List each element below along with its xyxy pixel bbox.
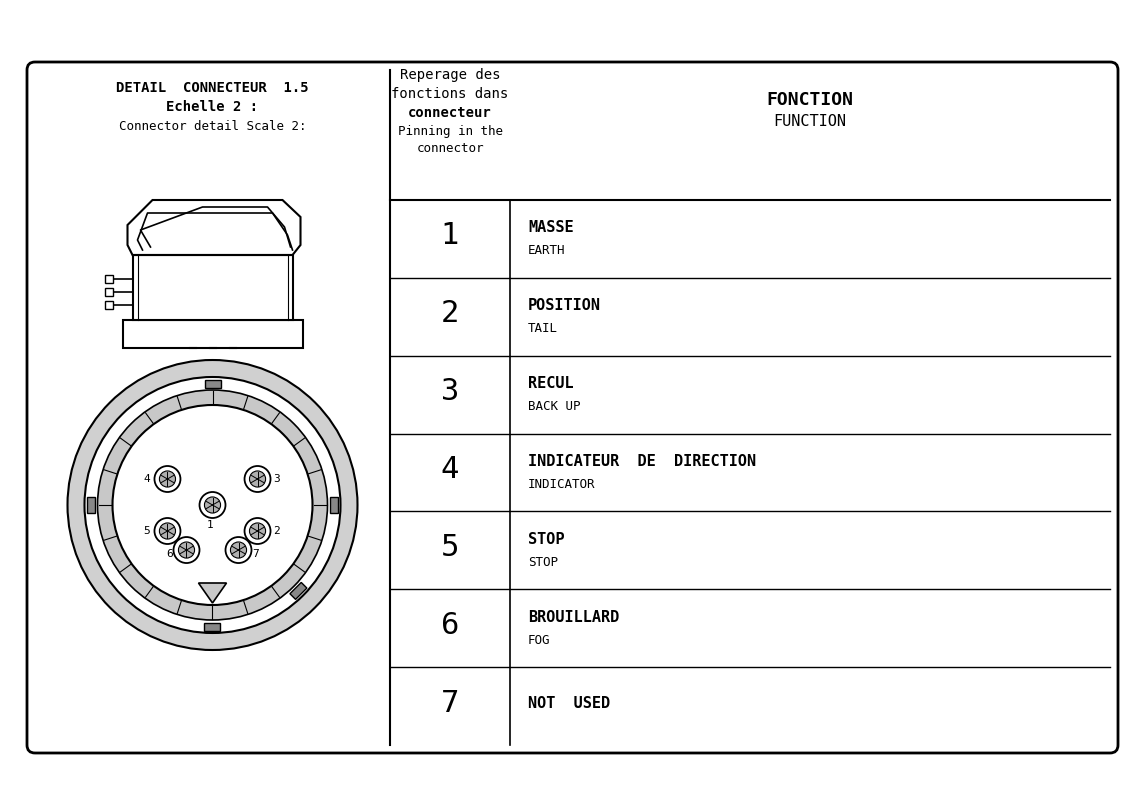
FancyBboxPatch shape <box>27 62 1118 753</box>
Text: 6: 6 <box>441 610 459 640</box>
Text: 5: 5 <box>144 526 149 536</box>
Text: 3: 3 <box>274 474 280 484</box>
Text: NOT  USED: NOT USED <box>528 695 610 710</box>
Circle shape <box>67 360 358 650</box>
Text: FONCTION: FONCTION <box>766 91 854 109</box>
Circle shape <box>154 518 180 544</box>
Text: Connector detail Scale 2:: Connector detail Scale 2: <box>119 121 307 134</box>
Circle shape <box>98 390 327 620</box>
Bar <box>329 497 337 513</box>
Text: Pinning in the: Pinning in the <box>398 126 503 138</box>
Text: RECUL: RECUL <box>528 376 573 391</box>
Circle shape <box>204 497 220 513</box>
Text: 2: 2 <box>441 299 459 328</box>
Text: BROUILLARD: BROUILLARD <box>528 610 619 625</box>
Circle shape <box>113 405 312 605</box>
Circle shape <box>160 523 176 539</box>
Circle shape <box>179 542 195 558</box>
Bar <box>204 622 220 630</box>
Circle shape <box>245 518 270 544</box>
Circle shape <box>245 466 270 492</box>
Circle shape <box>230 542 246 558</box>
Text: POSITION: POSITION <box>528 298 601 314</box>
Circle shape <box>226 537 252 563</box>
Polygon shape <box>198 583 227 603</box>
Text: 6: 6 <box>166 549 173 559</box>
Bar <box>204 379 220 387</box>
Circle shape <box>250 523 266 539</box>
Circle shape <box>154 466 180 492</box>
Bar <box>105 275 113 283</box>
Text: FOG: FOG <box>528 634 551 646</box>
Bar <box>122 320 302 348</box>
Text: 1: 1 <box>207 520 214 530</box>
Circle shape <box>250 471 266 487</box>
Bar <box>290 582 307 599</box>
Text: 4: 4 <box>144 474 149 484</box>
Text: connecteur: connecteur <box>408 106 491 120</box>
Text: STOP: STOP <box>528 532 564 547</box>
Text: 2: 2 <box>274 526 280 536</box>
Text: Reperage des: Reperage des <box>400 68 500 82</box>
Text: EARTH: EARTH <box>528 245 565 258</box>
Text: connector: connector <box>416 142 483 154</box>
Circle shape <box>84 377 341 633</box>
Text: 4: 4 <box>441 455 459 484</box>
Bar <box>105 301 113 309</box>
Bar <box>87 497 95 513</box>
Text: 5: 5 <box>441 533 459 562</box>
Text: fonctions dans: fonctions dans <box>391 87 508 101</box>
Bar <box>105 288 113 296</box>
Circle shape <box>200 492 226 518</box>
Circle shape <box>173 537 200 563</box>
Text: INDICATOR: INDICATOR <box>528 478 595 491</box>
Bar <box>132 255 293 320</box>
Text: FUNCTION: FUNCTION <box>774 114 847 130</box>
Text: 1: 1 <box>441 222 459 250</box>
Text: BACK UP: BACK UP <box>528 400 580 413</box>
Text: 7: 7 <box>441 689 459 718</box>
Text: 3: 3 <box>441 377 459 406</box>
Text: DETAIL  CONNECTEUR  1.5: DETAIL CONNECTEUR 1.5 <box>116 81 309 95</box>
Text: INDICATEUR  DE  DIRECTION: INDICATEUR DE DIRECTION <box>528 454 756 469</box>
Text: STOP: STOP <box>528 556 557 569</box>
Circle shape <box>160 471 176 487</box>
Text: TAIL: TAIL <box>528 322 557 335</box>
Text: 7: 7 <box>252 549 259 559</box>
Text: Echelle 2 :: Echelle 2 : <box>166 100 259 114</box>
Text: MASSE: MASSE <box>528 221 573 235</box>
